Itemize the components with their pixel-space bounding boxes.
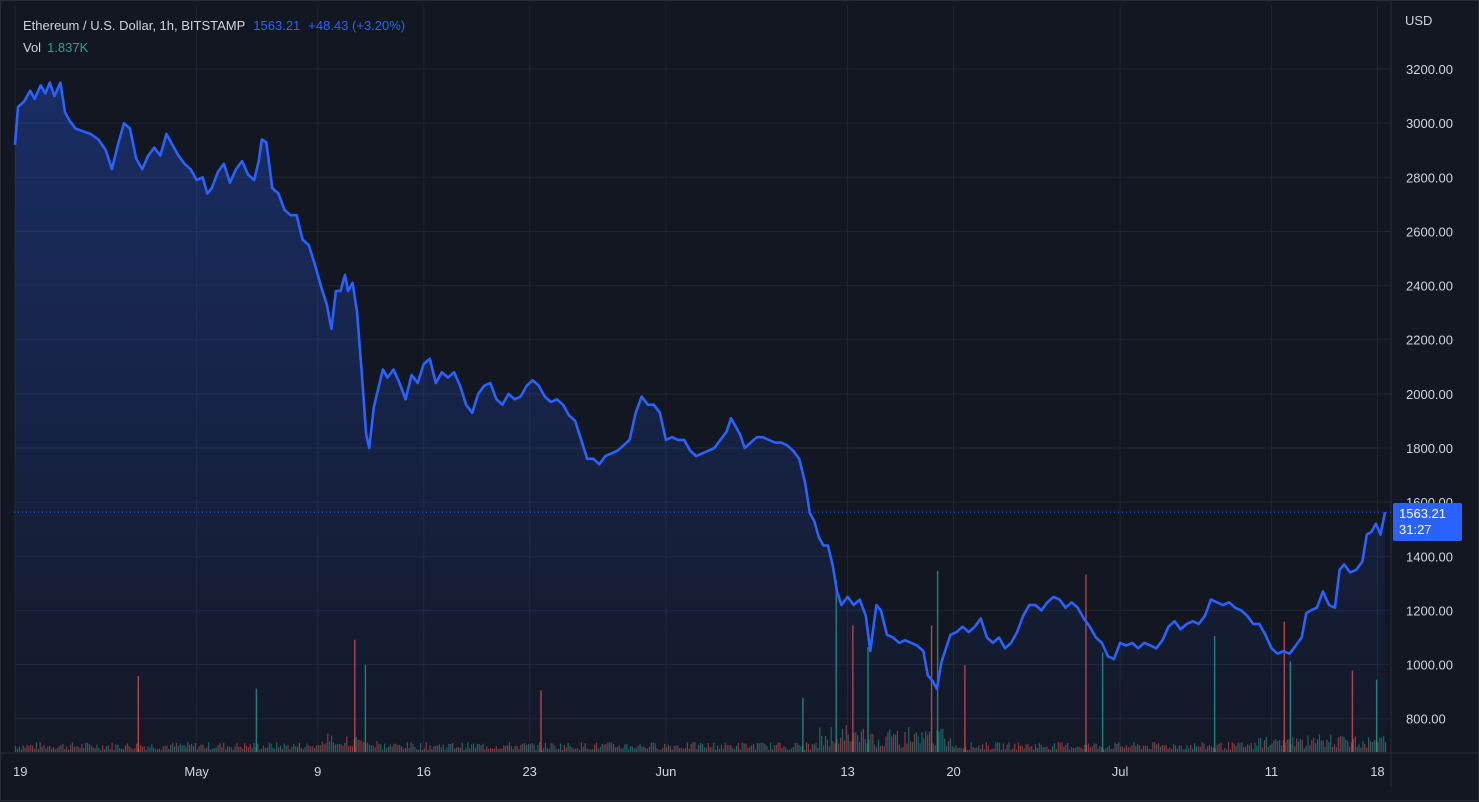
last-price-value: 1563.21 [253, 18, 301, 33]
x-tick-label: Jul [1112, 764, 1129, 779]
y-tick-label: 1400.00 [1406, 549, 1453, 564]
volume-spike [936, 571, 939, 752]
volume-bar [1385, 742, 1387, 752]
x-tick-label: 18 [1370, 764, 1384, 779]
y-tick-label: 2000.00 [1406, 387, 1453, 402]
x-tick-label: 11 [1265, 764, 1279, 779]
y-tick-label: 2400.00 [1406, 279, 1453, 294]
price-area [15, 82, 1385, 754]
y-tick-label: 3000.00 [1406, 116, 1453, 131]
y-tick-label: 3200.00 [1406, 62, 1453, 77]
x-tick-label: 23 [522, 764, 536, 779]
price-tag-countdown: 31:27 [1399, 522, 1432, 537]
x-tick-label: 19 [13, 764, 27, 779]
y-tick-label: 2600.00 [1406, 224, 1453, 239]
volume-value: 1.837K [47, 40, 89, 55]
x-tick-label: Jun [655, 764, 676, 779]
volume-label[interactable]: Vol [23, 40, 42, 55]
x-tick-label: 9 [314, 764, 321, 779]
y-tick-label: 1800.00 [1406, 441, 1453, 456]
symbol-row: Ethereum / U.S. Dollar, 1h, BITSTAMP 1563… [23, 15, 405, 37]
x-tick-label: 20 [946, 764, 960, 779]
currency-label: USD [1405, 13, 1433, 28]
y-tick-label: 2200.00 [1406, 333, 1453, 348]
x-tick-label: 13 [840, 764, 854, 779]
chart-legend: Ethereum / U.S. Dollar, 1h, BITSTAMP 1563… [23, 15, 405, 59]
price-line [13, 81, 1387, 691]
price-change-value: +48.43 (+3.20%) [308, 18, 406, 33]
price-tag-price: 1563.21 [1399, 506, 1446, 521]
last-price-tag: 1563.21 31:27 [1393, 503, 1462, 541]
y-tick-label: 2800.00 [1406, 170, 1453, 185]
volume-row: Vol 1.837K [23, 37, 405, 59]
y-tick-label: 1000.00 [1406, 658, 1453, 673]
x-tick-label: May [184, 764, 209, 779]
y-tick-label: 1200.00 [1406, 603, 1453, 618]
x-tick-label: 16 [416, 764, 430, 779]
symbol-title[interactable]: Ethereum / U.S. Dollar, 1h, BITSTAMP [23, 18, 246, 33]
y-tick-label: 800.00 [1406, 712, 1446, 727]
